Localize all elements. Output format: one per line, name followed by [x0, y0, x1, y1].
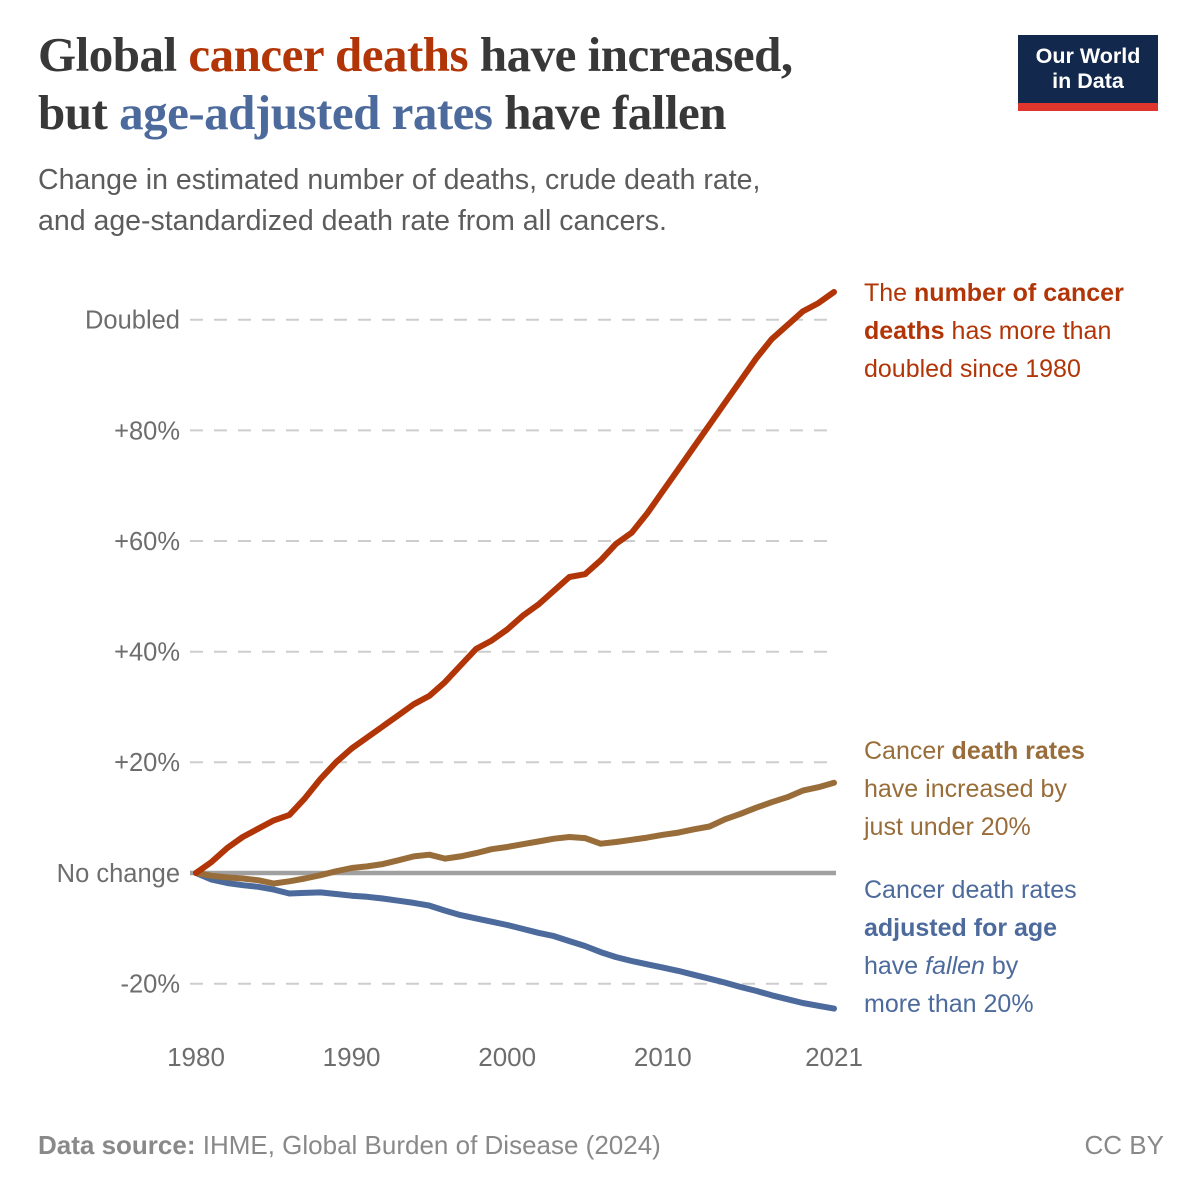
title-text: have fallen [492, 85, 727, 140]
title-text: Global [38, 27, 189, 82]
annotation-segment: fallen [925, 952, 985, 980]
annotation-segment: have [864, 952, 919, 980]
annotation-segment: adjusted for age [864, 914, 1058, 942]
annotation-segment: by more than 20% [864, 952, 1034, 1018]
annotation-segment: Cancer death rates [864, 876, 1077, 904]
page-title: Global cancer deaths have increased, but … [38, 26, 793, 142]
annotation-crude-death-rate: Cancer death rates have increased by jus… [864, 732, 1184, 846]
y-tick-label: Doubled [85, 307, 180, 335]
x-tick-label: 1990 [323, 1042, 381, 1072]
age-standardized-rate-line [193, 870, 837, 1012]
deaths-number-line [193, 289, 837, 876]
y-tick-label: +40% [114, 639, 180, 667]
annotation-segment: The [864, 279, 915, 307]
annotation-segment: have increased by just under 20% [864, 775, 1067, 841]
x-tick-label: 1980 [167, 1042, 225, 1072]
annotation-segment: has more than doubled since 1980 [864, 317, 1112, 383]
logo-line2: in Data [1052, 69, 1124, 93]
annotation-age-adjusted-rate: Cancer death rates adjusted for age have… [864, 871, 1184, 1023]
annotation-segment: Cancer [864, 737, 952, 765]
annotation-segment: death rates [951, 737, 1085, 765]
y-tick-label: No change [57, 860, 180, 888]
crude-rate-line [193, 779, 837, 887]
chart-subtitle: Change in estimated number of deaths, cr… [38, 164, 761, 237]
data-source-value: IHME, Global Burden of Disease (2024) [195, 1130, 661, 1160]
chart-footer: Data source: IHME, Global Burden of Dise… [38, 1130, 1164, 1161]
y-tick-label: -20% [120, 971, 180, 999]
annotation-number-of-deaths: The number of cancer deaths has more tha… [864, 274, 1184, 388]
x-tick-label: 2010 [634, 1042, 692, 1072]
license-badge: CC BY [1084, 1130, 1164, 1160]
x-tick-label: 2021 [805, 1042, 863, 1072]
title-text: but [38, 85, 120, 140]
chart-header: Global cancer deaths have increased, but … [38, 26, 793, 242]
y-tick-label: +20% [114, 749, 180, 777]
logo-line1: Our World [1035, 44, 1141, 68]
title-highlight-deaths: cancer deaths [188, 27, 469, 82]
y-tick-label: +80% [114, 417, 180, 445]
y-tick-label: +60% [114, 528, 180, 556]
owid-logo: Our World in Data [1018, 35, 1158, 111]
annotation-segment: number of cancer deaths [864, 279, 1124, 345]
data-source-label: Data source: [38, 1130, 196, 1160]
x-tick-label: 2000 [478, 1042, 536, 1072]
title-highlight-age-adjusted: age-adjusted rates [119, 85, 493, 140]
data-source-text: Data source: IHME, Global Burden of Dise… [38, 1130, 661, 1161]
title-text: have increased, [468, 27, 793, 82]
